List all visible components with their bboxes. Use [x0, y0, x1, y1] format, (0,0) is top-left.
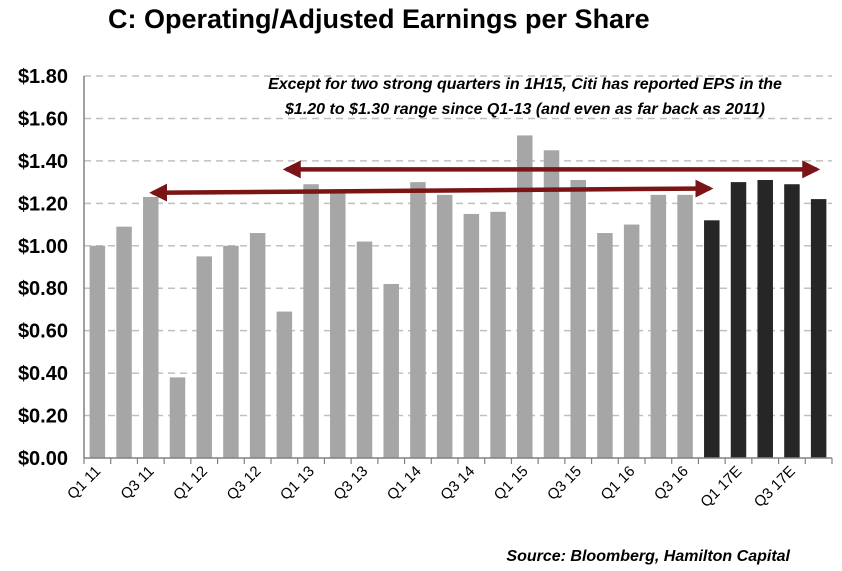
x-tick-label: Q1 17E — [697, 463, 745, 511]
y-tick-label: $0.00 — [18, 448, 68, 470]
x-tick-label: Q1 15 — [491, 463, 532, 504]
x-tick-label: Q3 13 — [330, 463, 371, 504]
x-tick-label: Q1 13 — [277, 463, 318, 504]
range-arrows — [149, 160, 821, 202]
bar — [463, 213, 480, 458]
y-tick-label: $0.60 — [18, 321, 68, 343]
bar — [597, 233, 613, 458]
chart-title: C: Operating/Adjusted Earnings per Share — [108, 4, 650, 34]
bar — [356, 241, 373, 458]
x-tick-label: Q3 16 — [651, 463, 692, 504]
source-note: Source: Bloomberg, Hamilton Capital — [506, 548, 790, 565]
y-tick-label: $1.80 — [18, 66, 68, 88]
range-arrow — [149, 179, 714, 202]
bars — [89, 135, 827, 459]
bar — [116, 226, 132, 458]
bar — [143, 196, 159, 458]
y-tick-label: $0.80 — [18, 278, 68, 300]
bar — [383, 283, 399, 458]
bar — [490, 211, 506, 458]
bar — [169, 377, 186, 458]
bar — [677, 194, 693, 458]
bar — [436, 194, 453, 458]
bar — [810, 199, 827, 459]
annotation-line-2: $1.20 to $1.30 range since Q1-13 (and ev… — [284, 101, 765, 118]
y-tick-label: $1.40 — [18, 151, 68, 173]
bar — [623, 224, 640, 458]
bar — [196, 256, 212, 458]
x-tick-label: Q1 11 — [64, 463, 104, 503]
axes — [83, 76, 833, 464]
y-tick-label: $1.20 — [18, 193, 68, 215]
gridlines — [84, 75, 832, 417]
bar — [570, 179, 586, 458]
annotation: Except for two strong quarters in 1H15, … — [268, 76, 782, 118]
bar — [249, 233, 266, 458]
x-tick-label: Q3 12 — [224, 463, 265, 504]
bar — [650, 194, 667, 458]
y-tick-label: $1.00 — [18, 236, 68, 258]
bar — [223, 245, 239, 458]
x-tick-label: Q1 14 — [384, 463, 425, 504]
y-tick-label: $1.60 — [18, 108, 68, 130]
bar — [410, 182, 426, 458]
bar — [89, 245, 106, 458]
x-tick-label: Q1 12 — [170, 463, 211, 504]
bar — [330, 190, 346, 458]
x-tick-label: Q1 16 — [598, 463, 639, 504]
bar — [757, 179, 773, 458]
bar — [517, 135, 533, 458]
x-tick-label: Q3 14 — [437, 463, 478, 504]
x-tick-label: Q3 15 — [544, 463, 585, 504]
bar — [276, 311, 293, 458]
y-tick-labels: $0.00 $0.20 $0.40 $0.60 $0.80 $1.00 $1.20 $1.40… — [18, 66, 68, 470]
bar — [730, 182, 747, 458]
x-tick-label: Q3 11 — [117, 463, 157, 503]
bar — [784, 184, 800, 458]
y-tick-label: $0.40 — [18, 363, 68, 385]
y-tick-label: $0.20 — [18, 406, 68, 428]
annotation-line-1: Except for two strong quarters in 1H15, … — [268, 76, 782, 93]
x-tick-label: Q3 17E — [751, 463, 799, 511]
x-tick-labels: Q1 11 Q3 11 Q1 12 Q3 12 Q1 13 Q3 13 Q1 14 Q3 14… — [64, 463, 799, 511]
bar — [704, 220, 720, 458]
bar — [303, 184, 319, 458]
bar — [543, 150, 560, 458]
